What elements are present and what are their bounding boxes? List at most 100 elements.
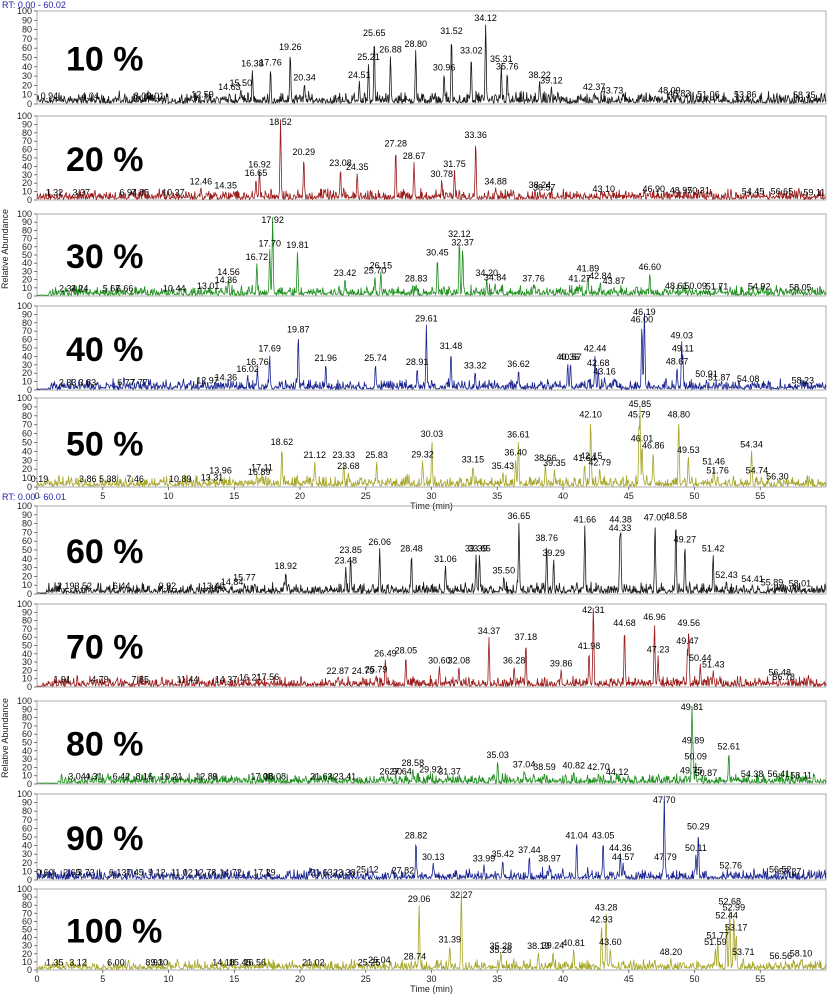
y-tick-label: 20 [22,275,32,285]
peak-label: 54.45 [742,186,765,196]
peak-label: 29.61 [415,313,438,323]
y-tick-label: 20 [22,858,32,868]
peak-label: 2.34 [59,283,77,293]
x-tick-label: 45 [624,974,634,984]
peak-label: 37.44 [518,845,541,855]
y-tick-label: 40 [22,649,32,659]
peak-label: 35.43 [492,461,515,471]
peak-label: 30.45 [426,247,449,257]
peak-label: 52.76 [720,860,743,870]
peak-label: 21.02 [302,957,325,967]
peak-label: 54.92 [748,282,771,292]
peak-label: 44.33 [609,523,632,533]
y-tick-label: 90 [22,704,32,714]
peak-label: 14.37 [215,674,238,684]
peak-label: 8.02 [134,91,152,101]
peak-label: 18.62 [271,437,294,447]
peak-label: 14.18 [212,957,235,967]
peak-label: 58.01 [789,579,812,589]
y-tick-label: 100 [17,884,32,894]
x-tick-label: 25 [361,491,371,501]
peak-label: 17.76 [259,58,282,68]
peak-label: 41.66 [574,514,597,524]
peak-label: 3.04 [68,771,86,781]
peak-label: 59.11 [803,187,825,197]
peak-label: 13.96 [209,465,232,475]
y-tick-label: 10 [22,580,32,590]
y-tick-label: 90 [22,510,32,520]
peak-label: 14.63 [218,82,241,92]
peak-label: 21.12 [303,450,326,460]
peak-label: 28.67 [403,151,426,161]
peak-label: 50.11 [685,843,707,853]
y-tick-label: 80 [22,128,32,138]
peak-label: 47.70 [653,795,676,805]
peak-label: 38.97 [538,854,561,864]
chromatogram-trace [36,217,827,297]
y-tick-label: 70 [22,234,32,244]
peak-label: 43.73 [601,86,624,96]
peak-label: 23.41 [334,771,357,781]
y-tick-label: 90 [22,607,32,617]
chromatogram-trace [36,890,827,971]
y-tick-label: 10 [22,473,32,483]
y-tick-label: 30 [22,563,32,573]
peak-label: 0.60 [36,867,54,877]
peak-label: 47.23 [647,644,670,654]
peak-label: 6.00 [107,957,125,967]
peak-label: 56.41 [768,769,791,779]
peak-label: 17.08 [250,771,273,781]
y-tick-label: 40 [22,841,32,851]
y-tick-label: 80 [22,225,32,235]
peak-label: 0.19 [31,474,49,484]
y-tick-label: 60 [22,335,32,345]
peak-label: 17.70 [258,238,281,248]
peak-label: 32.12 [448,229,471,239]
peak-label: 30.60 [428,655,451,665]
peak-label: 33.99 [473,854,496,864]
panel-label: 90 % [66,820,144,858]
y-tick-label: 70 [22,815,32,825]
chromatogram-trace [36,406,827,488]
peak-label: 42.93 [590,914,613,924]
peak-label: 50.44 [689,653,712,663]
peak-label: 5.67 [103,283,121,293]
peak-label: 10.44 [163,283,186,293]
peak-label: 22.87 [326,666,349,676]
peak-label: 43.87 [603,276,626,286]
peak-label: 58.35 [793,90,816,100]
chromatogram-trace [36,24,826,105]
peak-label: 41.27 [568,274,591,284]
peak-label: 26.49 [374,649,397,659]
peak-label: 44.68 [613,618,636,628]
peak-label: 41.98 [578,641,601,651]
y-tick-label: 80 [22,25,32,35]
y-tick-label: 90 [22,309,32,319]
y-tick-label: 70 [22,624,32,634]
peak-label: 32.27 [450,890,473,900]
peak-label: 58.11 [790,771,812,781]
peak-label: 23.68 [337,461,360,471]
y-tick-label: 0 [27,482,32,492]
peak-label: 45.85 [629,399,652,409]
chromatogram-trace [36,313,827,391]
peak-label: 52.99 [723,902,746,912]
peak-label: 24.51 [348,70,371,80]
x-axis-title: Time (min) [410,984,453,994]
peak-label: 36.28 [503,655,526,665]
peak-label: 42.79 [588,457,611,467]
peak-label: 17.11 [251,463,273,473]
y-tick-label: 80 [22,900,32,910]
peak-label: 27.64 [389,766,412,776]
x-tick-label: 15 [229,491,239,501]
y-tick-label: 0 [27,291,32,301]
peak-label: 52.68 [718,897,741,907]
y-tick-label: 20 [22,80,32,90]
peak-label: 34.37 [478,626,501,636]
peak-label: 23.48 [334,556,357,566]
peak-label: 21.63 [310,771,333,781]
peak-label: 25.70 [364,265,387,275]
